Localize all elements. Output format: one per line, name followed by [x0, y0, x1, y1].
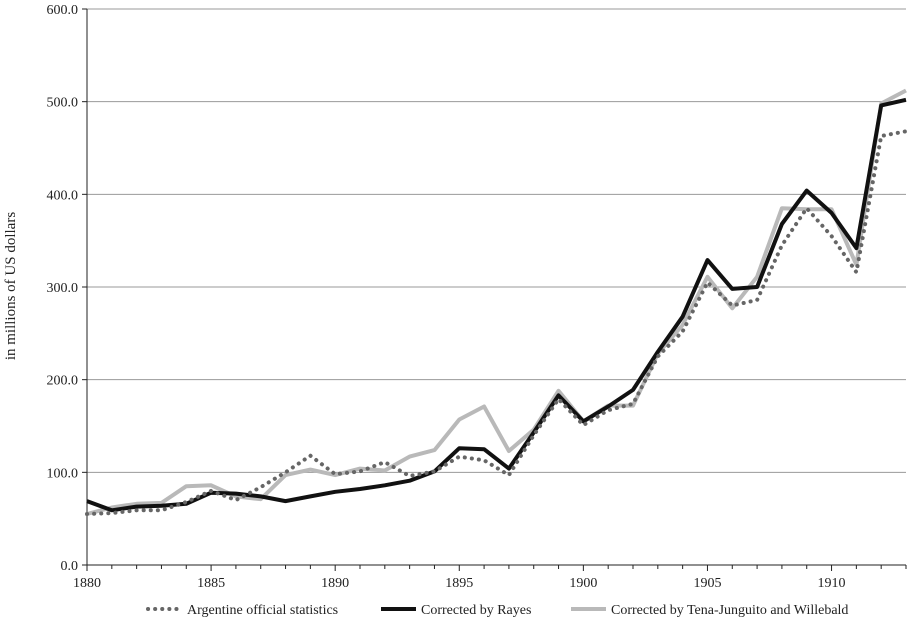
y-tick-label-4: 400.0 [47, 188, 79, 203]
x-tick-label-6: 1910 [818, 576, 846, 591]
legend-label-tena: Corrected by Tena-Junguito and Willebald [611, 603, 848, 618]
legend-item-tena: Corrected by Tena-Junguito and Willebald [571, 603, 848, 618]
gridlines [87, 8, 906, 566]
legend-item-official: Argentine official statistics [146, 603, 338, 618]
y-axis: 0.0 100.0 200.0 300.0 400.0 500.0 600.0 [47, 3, 88, 574]
legend-label-rayes: Corrected by Rayes [421, 603, 531, 618]
series-line-0 [85, 129, 908, 516]
x-tick-label-4: 1900 [569, 576, 597, 591]
series-line-1 [86, 97, 907, 513]
series-line-2 [86, 88, 907, 516]
legend: Argentine official statistics Corrected … [146, 603, 848, 618]
y-tick-label-1: 100.0 [47, 466, 79, 481]
y-axis-title: in millions of US dollars [3, 212, 19, 361]
x-tick-label-3: 1895 [445, 576, 473, 591]
x-axis: 1880 1885 1890 1895 1900 1905 1910 [73, 564, 907, 591]
legend-item-rayes: Corrected by Rayes [381, 603, 531, 618]
y-tick-label-2: 200.0 [47, 374, 79, 389]
x-tick-label-1: 1885 [197, 576, 225, 591]
x-tick-label-5: 1905 [693, 576, 721, 591]
x-tick-label-2: 1890 [321, 576, 349, 591]
y-tick-label-0: 0.0 [61, 559, 79, 574]
y-tick-label-6: 600.0 [47, 3, 79, 18]
y-tick-label-5: 500.0 [47, 96, 79, 111]
x-tick-label-0: 1880 [73, 576, 101, 591]
series-lines [85, 88, 908, 516]
legend-label-official: Argentine official statistics [187, 603, 338, 618]
y-tick-label-3: 300.0 [47, 281, 79, 296]
